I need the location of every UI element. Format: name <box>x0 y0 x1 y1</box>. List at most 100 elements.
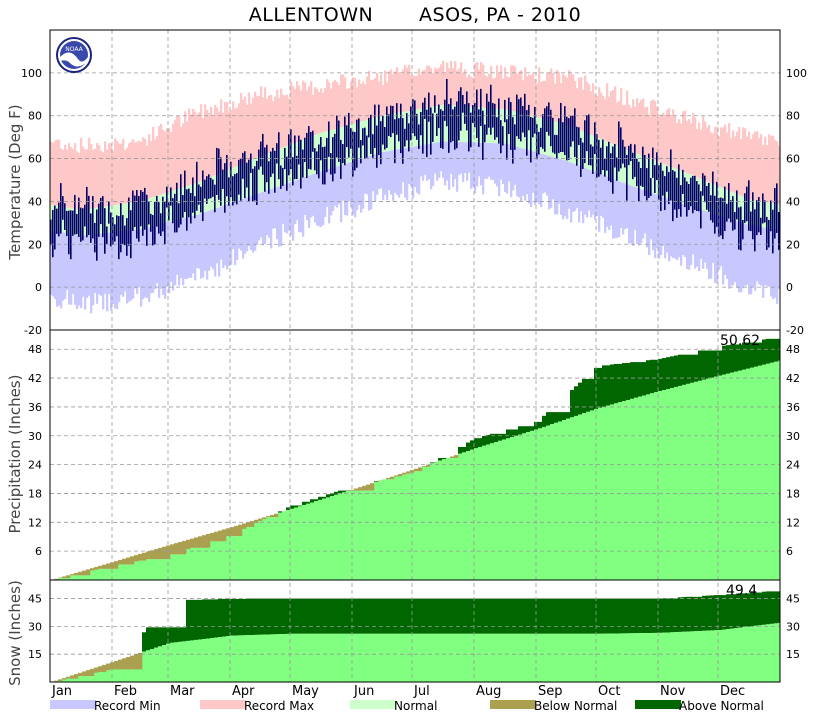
observed-temp-bar <box>544 108 546 152</box>
snow-above-bar <box>470 598 475 634</box>
snow-normal-bar <box>282 634 287 682</box>
precip-below-bar <box>366 484 371 491</box>
observed-temp-bar <box>466 91 468 131</box>
record-min-bar <box>558 158 561 204</box>
observed-temp-bar <box>724 186 726 231</box>
precip-normal-bar <box>554 422 559 580</box>
precip-above-bar <box>458 446 463 454</box>
record-min-bar <box>486 142 489 179</box>
observed-temp-bar <box>308 126 310 169</box>
observed-temp-bar <box>138 196 140 242</box>
record-max-bar <box>300 90 303 141</box>
record-max-bar <box>700 129 703 180</box>
record-max-bar <box>248 92 251 162</box>
precip-normal-bar <box>738 370 743 580</box>
observed-temp-bar <box>520 97 522 142</box>
snow-above-bar <box>422 598 427 634</box>
normal-bar <box>114 205 117 233</box>
record-min-bar <box>688 206 691 270</box>
month-labels: Jan Feb Mar Apr May Jun Jul Aug Sep Oct Nov Dec <box>51 684 745 699</box>
precip-normal-bar <box>714 376 719 580</box>
observed-temp-bar <box>288 134 290 176</box>
record-max-bar <box>136 141 139 202</box>
precip-below-bar <box>274 513 279 518</box>
record-max-bar <box>178 116 181 189</box>
observed-temp-bar <box>440 109 442 148</box>
observed-temp-bar <box>692 175 694 214</box>
observed-temp-bar <box>266 144 268 183</box>
record-min-bar <box>150 226 153 294</box>
record-max-bar <box>622 105 625 149</box>
precip-normal-bar <box>686 383 691 580</box>
observed-temp-bar <box>362 128 364 146</box>
snow-below-bar <box>66 676 71 679</box>
record-max-bar <box>54 140 57 206</box>
record-min-bar <box>516 146 519 197</box>
precip-normal-bar <box>466 450 471 580</box>
snow-above-bar <box>250 598 255 636</box>
record-max-bar <box>388 71 391 115</box>
snow-tick-label-left: 30 <box>28 620 42 633</box>
snow-normal-bar <box>218 637 223 682</box>
precipitation-axis-label: Precipitation (Inches) <box>6 375 24 534</box>
chart-title: ALLENTOWN ASOS, PA - 2010 <box>248 4 582 26</box>
record-min-bar <box>58 231 61 306</box>
observed-temp-bar <box>420 112 422 136</box>
precip-below-bar <box>226 528 231 537</box>
record-max-bar <box>360 83 363 122</box>
record-min-bar <box>564 160 567 217</box>
record-min-bar <box>168 221 171 294</box>
observed-temp-bar <box>512 117 514 164</box>
record-max-bar <box>586 81 589 134</box>
observed-temp-bar <box>228 177 230 206</box>
temp-tick-label-right: 80 <box>786 110 800 123</box>
record-max-bar <box>678 119 681 171</box>
record-min-bar <box>62 232 65 301</box>
record-max-bar <box>558 72 561 123</box>
precip-below-bar <box>150 550 155 560</box>
precip-normal-bar <box>94 569 99 580</box>
record-max-bar <box>72 149 75 209</box>
precip-normal-bar <box>458 453 463 580</box>
precip-above-bar <box>430 462 435 464</box>
observed-temp-bar <box>310 132 312 170</box>
observed-temp-bar <box>402 118 404 164</box>
precip-below-normal <box>54 455 459 580</box>
snow-above-bar <box>762 591 767 625</box>
snow-above-bar <box>402 598 407 634</box>
precip-normal-bar <box>530 430 535 580</box>
observed-temp-bar <box>488 101 490 128</box>
precip-below-bar <box>246 522 251 527</box>
record-max-bar <box>344 77 347 127</box>
snow-above-bar <box>578 598 583 634</box>
snow-normal-bar <box>394 633 399 682</box>
legend-label: Record Max <box>244 699 314 713</box>
snow-tick-label-right: 45 <box>786 593 800 606</box>
record-max-bar <box>368 70 371 120</box>
record-max-bar <box>184 111 187 187</box>
snow-below-bar <box>82 671 87 677</box>
precip-below-bar <box>378 480 383 482</box>
precip-normal-bar <box>334 494 339 580</box>
observed-temp-bar <box>414 100 416 137</box>
record-min-bar <box>656 194 659 249</box>
record-max-bar <box>620 88 623 148</box>
precip-normal-bar <box>70 575 75 580</box>
snow-normal-bar <box>118 669 123 682</box>
observed-temp-bar <box>236 173 238 205</box>
snow-below-bar <box>110 662 115 670</box>
record-min-bar <box>472 142 475 187</box>
snow-above-bar <box>486 598 491 634</box>
snow-above-bar <box>330 598 335 634</box>
record-max-bar <box>202 118 205 181</box>
record-min-bar <box>684 204 687 258</box>
snow-below-bar <box>58 679 63 682</box>
snow-normal-bar <box>298 633 303 682</box>
observed-temp-bar <box>704 175 706 203</box>
precip-normal-bar <box>342 492 347 580</box>
snow-normal-bar <box>274 634 279 682</box>
record-max-bar <box>380 74 383 116</box>
record-min-bar <box>258 193 261 241</box>
record-max-bar <box>58 139 61 207</box>
observed-temp-bar <box>192 177 194 213</box>
